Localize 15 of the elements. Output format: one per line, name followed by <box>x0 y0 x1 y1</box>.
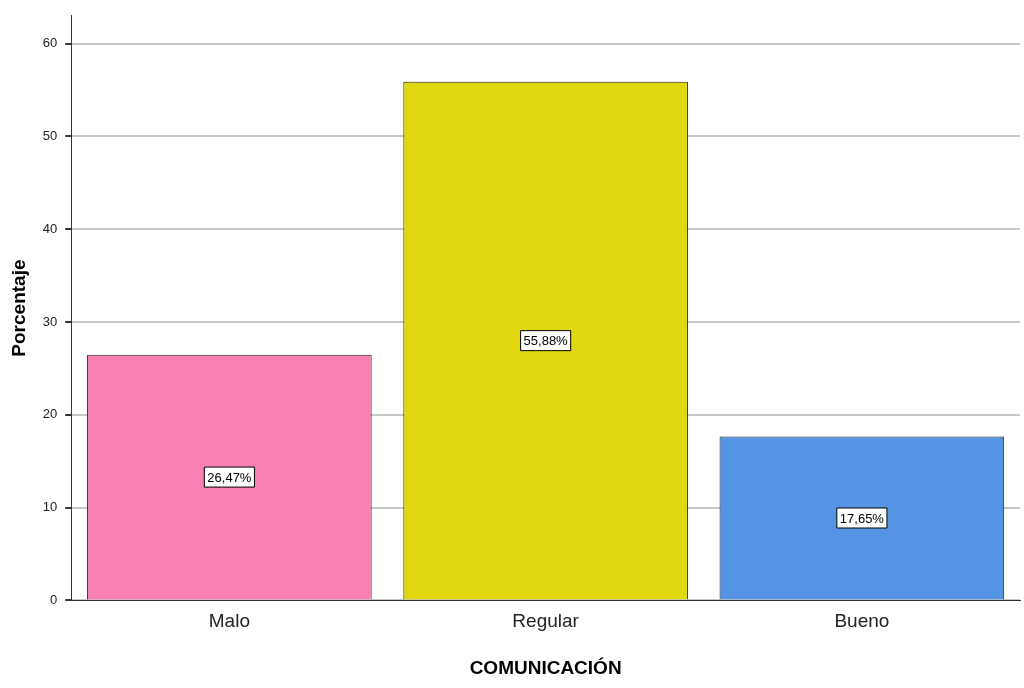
x-tick-label: Bueno <box>834 610 890 632</box>
data-label: 17,65% <box>839 510 885 526</box>
data-label: 55,88% <box>523 333 569 349</box>
y-tick-label: 0 <box>50 591 58 607</box>
x-axis-title: COMUNICACIÓN <box>469 656 622 678</box>
y-tick-label: 10 <box>42 499 58 515</box>
y-tick-label: 60 <box>42 35 58 51</box>
y-tick-label: 50 <box>42 128 58 144</box>
data-label: 26,47% <box>207 469 252 485</box>
y-tick-label: 40 <box>42 220 58 236</box>
y-tick-label: 30 <box>42 313 58 329</box>
x-tick-label: Malo <box>208 610 250 632</box>
x-tick-label: Regular <box>512 610 580 632</box>
y-axis-title: Porcentaje <box>7 259 29 357</box>
y-tick-label: 20 <box>42 406 58 422</box>
